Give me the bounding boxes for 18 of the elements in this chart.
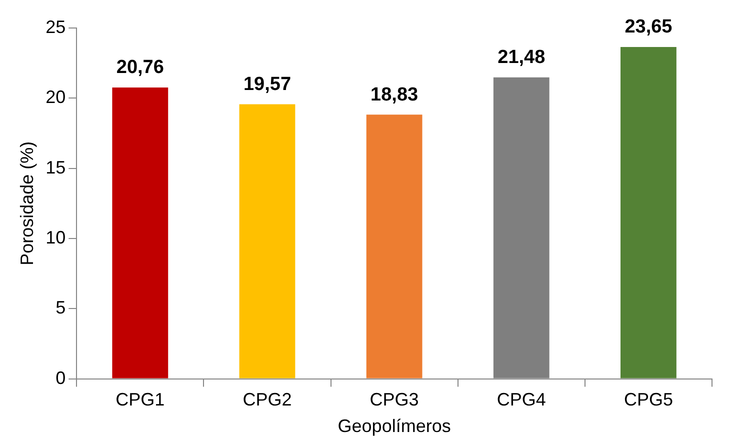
data-label: 20,76 (116, 57, 164, 78)
x-tick-label: CPG4 (496, 390, 546, 410)
x-tick-label: CPG1 (116, 390, 165, 410)
y-axis-title: Porosidade (%) (16, 141, 37, 266)
x-tick-label: CPG5 (624, 390, 673, 410)
y-tick-label: 25 (46, 16, 66, 37)
x-axis-title: Geopolímeros (338, 416, 451, 436)
y-tick-label: 10 (46, 227, 66, 248)
data-label: 19,57 (243, 74, 292, 95)
x-tick-label: CPG2 (242, 390, 292, 410)
x-tick-label: CPG3 (370, 390, 419, 410)
data-label: 23,65 (624, 16, 673, 38)
y-tick-label: 5 (56, 298, 66, 318)
y-tick-label: 15 (46, 157, 66, 178)
data-label: 21,48 (498, 47, 546, 68)
data-label: 18,83 (370, 84, 418, 106)
y-tick-label: 20 (46, 87, 66, 108)
y-tick-label: 0 (56, 368, 66, 388)
